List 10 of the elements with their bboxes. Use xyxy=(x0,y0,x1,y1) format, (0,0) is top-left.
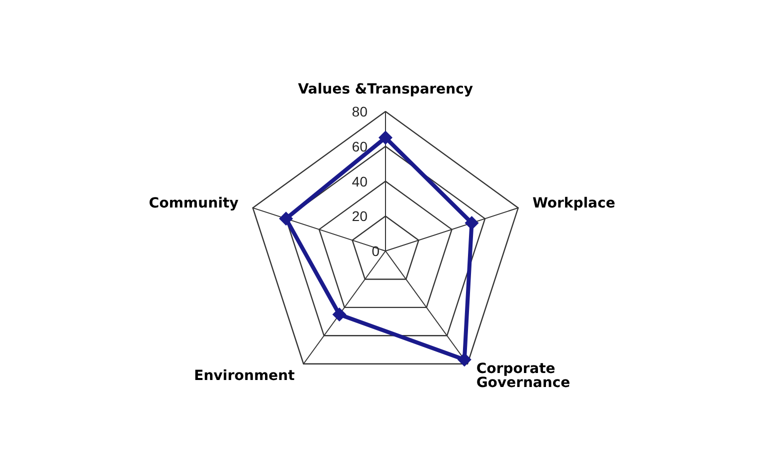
y-tick-label: 0 xyxy=(372,243,380,259)
spoke-label: Community xyxy=(148,195,239,212)
y-tick-label: 20 xyxy=(352,208,368,224)
spoke-label: Environment xyxy=(194,368,295,384)
y-tick-label: 80 xyxy=(352,104,368,120)
spoke-label: Workplace xyxy=(532,195,616,212)
spoke-label: Corporate Governance xyxy=(476,360,570,391)
y-tick-label: 60 xyxy=(352,138,368,154)
y-tick-label: 40 xyxy=(352,173,368,190)
spoke-label: Values &Transparency xyxy=(298,82,474,98)
